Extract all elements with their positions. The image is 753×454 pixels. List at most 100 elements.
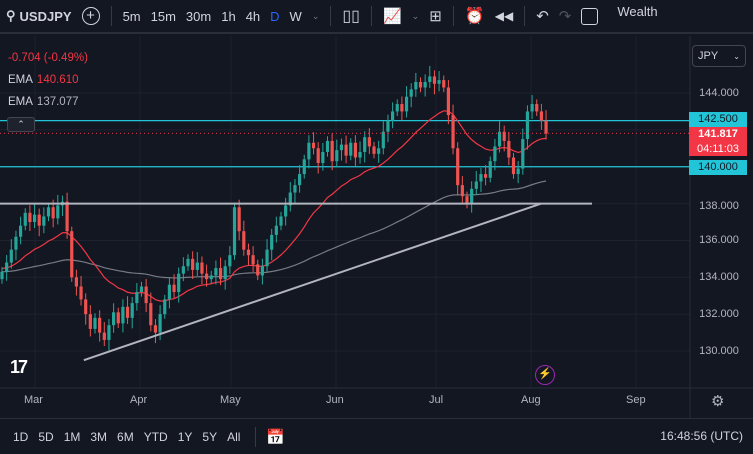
candle-body xyxy=(14,236,18,250)
chart-type-button[interactable]: ▯▯ xyxy=(337,0,365,33)
range-6m[interactable]: 6M xyxy=(117,429,134,444)
price-chart[interactable] xyxy=(0,36,753,418)
redo-button[interactable]: ↷ xyxy=(554,0,577,33)
interval-dropdown[interactable]: ⌄ xyxy=(307,0,325,33)
account-label[interactable]: Wealth xyxy=(617,3,658,19)
candle-body xyxy=(391,111,395,121)
candle-body xyxy=(456,148,460,186)
candle-body xyxy=(205,273,209,280)
candle-body xyxy=(265,249,269,267)
range-1y[interactable]: 1Y xyxy=(177,429,193,444)
undo-button[interactable]: ↶ xyxy=(531,0,554,33)
candle-body xyxy=(153,325,158,333)
candle-body xyxy=(228,255,232,267)
candle-body xyxy=(28,212,32,223)
chart-legend: -0.704 (-0.49%) EMA 140.610 EMA 137.077 xyxy=(8,47,92,113)
candle-body xyxy=(125,306,130,318)
interval-1h[interactable]: 1h xyxy=(221,8,236,24)
candle-body xyxy=(400,104,404,112)
chevron-down-icon: ⌄ xyxy=(411,10,420,21)
candle-body xyxy=(93,317,97,329)
candle-body xyxy=(191,258,195,270)
alert-label-140000[interactable]: 140.000 xyxy=(689,160,747,175)
candle-body xyxy=(112,312,116,326)
candle-body xyxy=(242,231,246,250)
ema-slow-line xyxy=(1,180,547,279)
candle-body xyxy=(311,142,316,149)
replay-button[interactable]: ◀◀ xyxy=(490,0,518,33)
candle-body xyxy=(470,188,474,204)
divider xyxy=(330,6,332,26)
candle-body xyxy=(139,286,144,293)
range-3m[interactable]: 3M xyxy=(90,429,108,444)
range-5y[interactable]: 5Y xyxy=(202,429,218,444)
layouts-button[interactable]: ⊞ xyxy=(424,0,447,33)
last-price-label: 141.817 04:11:03 xyxy=(689,127,747,156)
candle-body xyxy=(172,284,176,293)
candle-body xyxy=(423,81,427,88)
time-tick: Jul xyxy=(429,394,444,406)
candle-body xyxy=(418,81,423,88)
interval-15m[interactable]: 15m xyxy=(150,8,176,24)
candle-body xyxy=(363,137,367,152)
alert-label-142500[interactable]: 142.500 xyxy=(689,112,747,127)
candle-body xyxy=(223,266,227,280)
legend-collapse-button[interactable]: ⌃ xyxy=(7,117,35,132)
candle-body xyxy=(121,306,125,324)
ema-slow-label[interactable]: EMA xyxy=(8,96,33,108)
ema-fast-label[interactable]: EMA xyxy=(8,74,33,86)
plus-circle-icon: + xyxy=(81,7,100,25)
price-change: -0.704 (-0.49%) xyxy=(8,52,88,64)
candle-body xyxy=(488,161,492,178)
ema-fast-value: 140.610 xyxy=(36,74,79,86)
symbol-search[interactable]: ⚲ USDJPY xyxy=(0,0,77,33)
interval-w[interactable]: W xyxy=(289,8,302,24)
candle-body xyxy=(65,201,69,232)
interval-4h[interactable]: 4h xyxy=(245,8,261,24)
tradingview-logo: 17 xyxy=(10,357,28,377)
fullscreen-button[interactable] xyxy=(576,0,603,33)
range-5d[interactable]: 5D xyxy=(38,429,54,444)
settings-gear-icon[interactable]: ⚙ xyxy=(711,393,725,410)
candle-body xyxy=(395,104,399,112)
interval-5m[interactable]: 5m xyxy=(122,8,141,24)
lightning-icon[interactable]: ⚡ xyxy=(535,365,555,385)
last-price: 141.817 xyxy=(698,128,738,140)
redo-icon: ↷ xyxy=(558,8,572,25)
bottom-bar: 1D 5D 1M 3M 6M YTD 1Y 5Y All 📅 16:48:56 … xyxy=(0,418,753,454)
candle-body xyxy=(414,81,418,90)
candle-body xyxy=(23,212,27,226)
ema-fast-line xyxy=(1,110,547,302)
interval-d[interactable]: D xyxy=(270,8,280,24)
time-tick: May xyxy=(220,394,241,406)
range-ytd[interactable]: YTD xyxy=(143,429,168,444)
divider xyxy=(255,426,257,447)
candle-body xyxy=(116,312,120,324)
indicators-dropdown[interactable]: ⌄ xyxy=(407,0,425,33)
candle-body xyxy=(474,181,478,189)
candle-body xyxy=(88,314,92,329)
price-tick: 132.000 xyxy=(699,308,739,320)
candle-body xyxy=(218,268,223,280)
clock[interactable]: 16:48:56 (UTC) xyxy=(660,429,743,443)
candle-body xyxy=(209,275,213,280)
range-all[interactable]: All xyxy=(227,429,241,444)
interval-30m[interactable]: 30m xyxy=(185,8,212,24)
range-1m[interactable]: 1M xyxy=(63,429,81,444)
time-tick: Jun xyxy=(326,394,344,406)
alert-button[interactable]: ⏰ xyxy=(460,0,490,33)
date-range-calendar-icon[interactable]: 📅 xyxy=(266,428,286,446)
range-1d[interactable]: 1D xyxy=(13,429,29,444)
indicators-button[interactable]: 📈 xyxy=(378,0,407,33)
divider xyxy=(524,6,526,26)
candle-body xyxy=(316,148,320,164)
candle-body xyxy=(349,142,353,156)
candle-body xyxy=(484,174,488,178)
price-tick: 134.000 xyxy=(699,271,739,283)
candle-body xyxy=(195,262,199,270)
currency-select[interactable]: JPY ⌄ xyxy=(692,45,746,67)
candle-body xyxy=(274,225,278,235)
compare-add-button[interactable]: + xyxy=(77,0,105,33)
candle-body xyxy=(428,76,432,82)
search-icon: ⚲ xyxy=(6,8,16,23)
